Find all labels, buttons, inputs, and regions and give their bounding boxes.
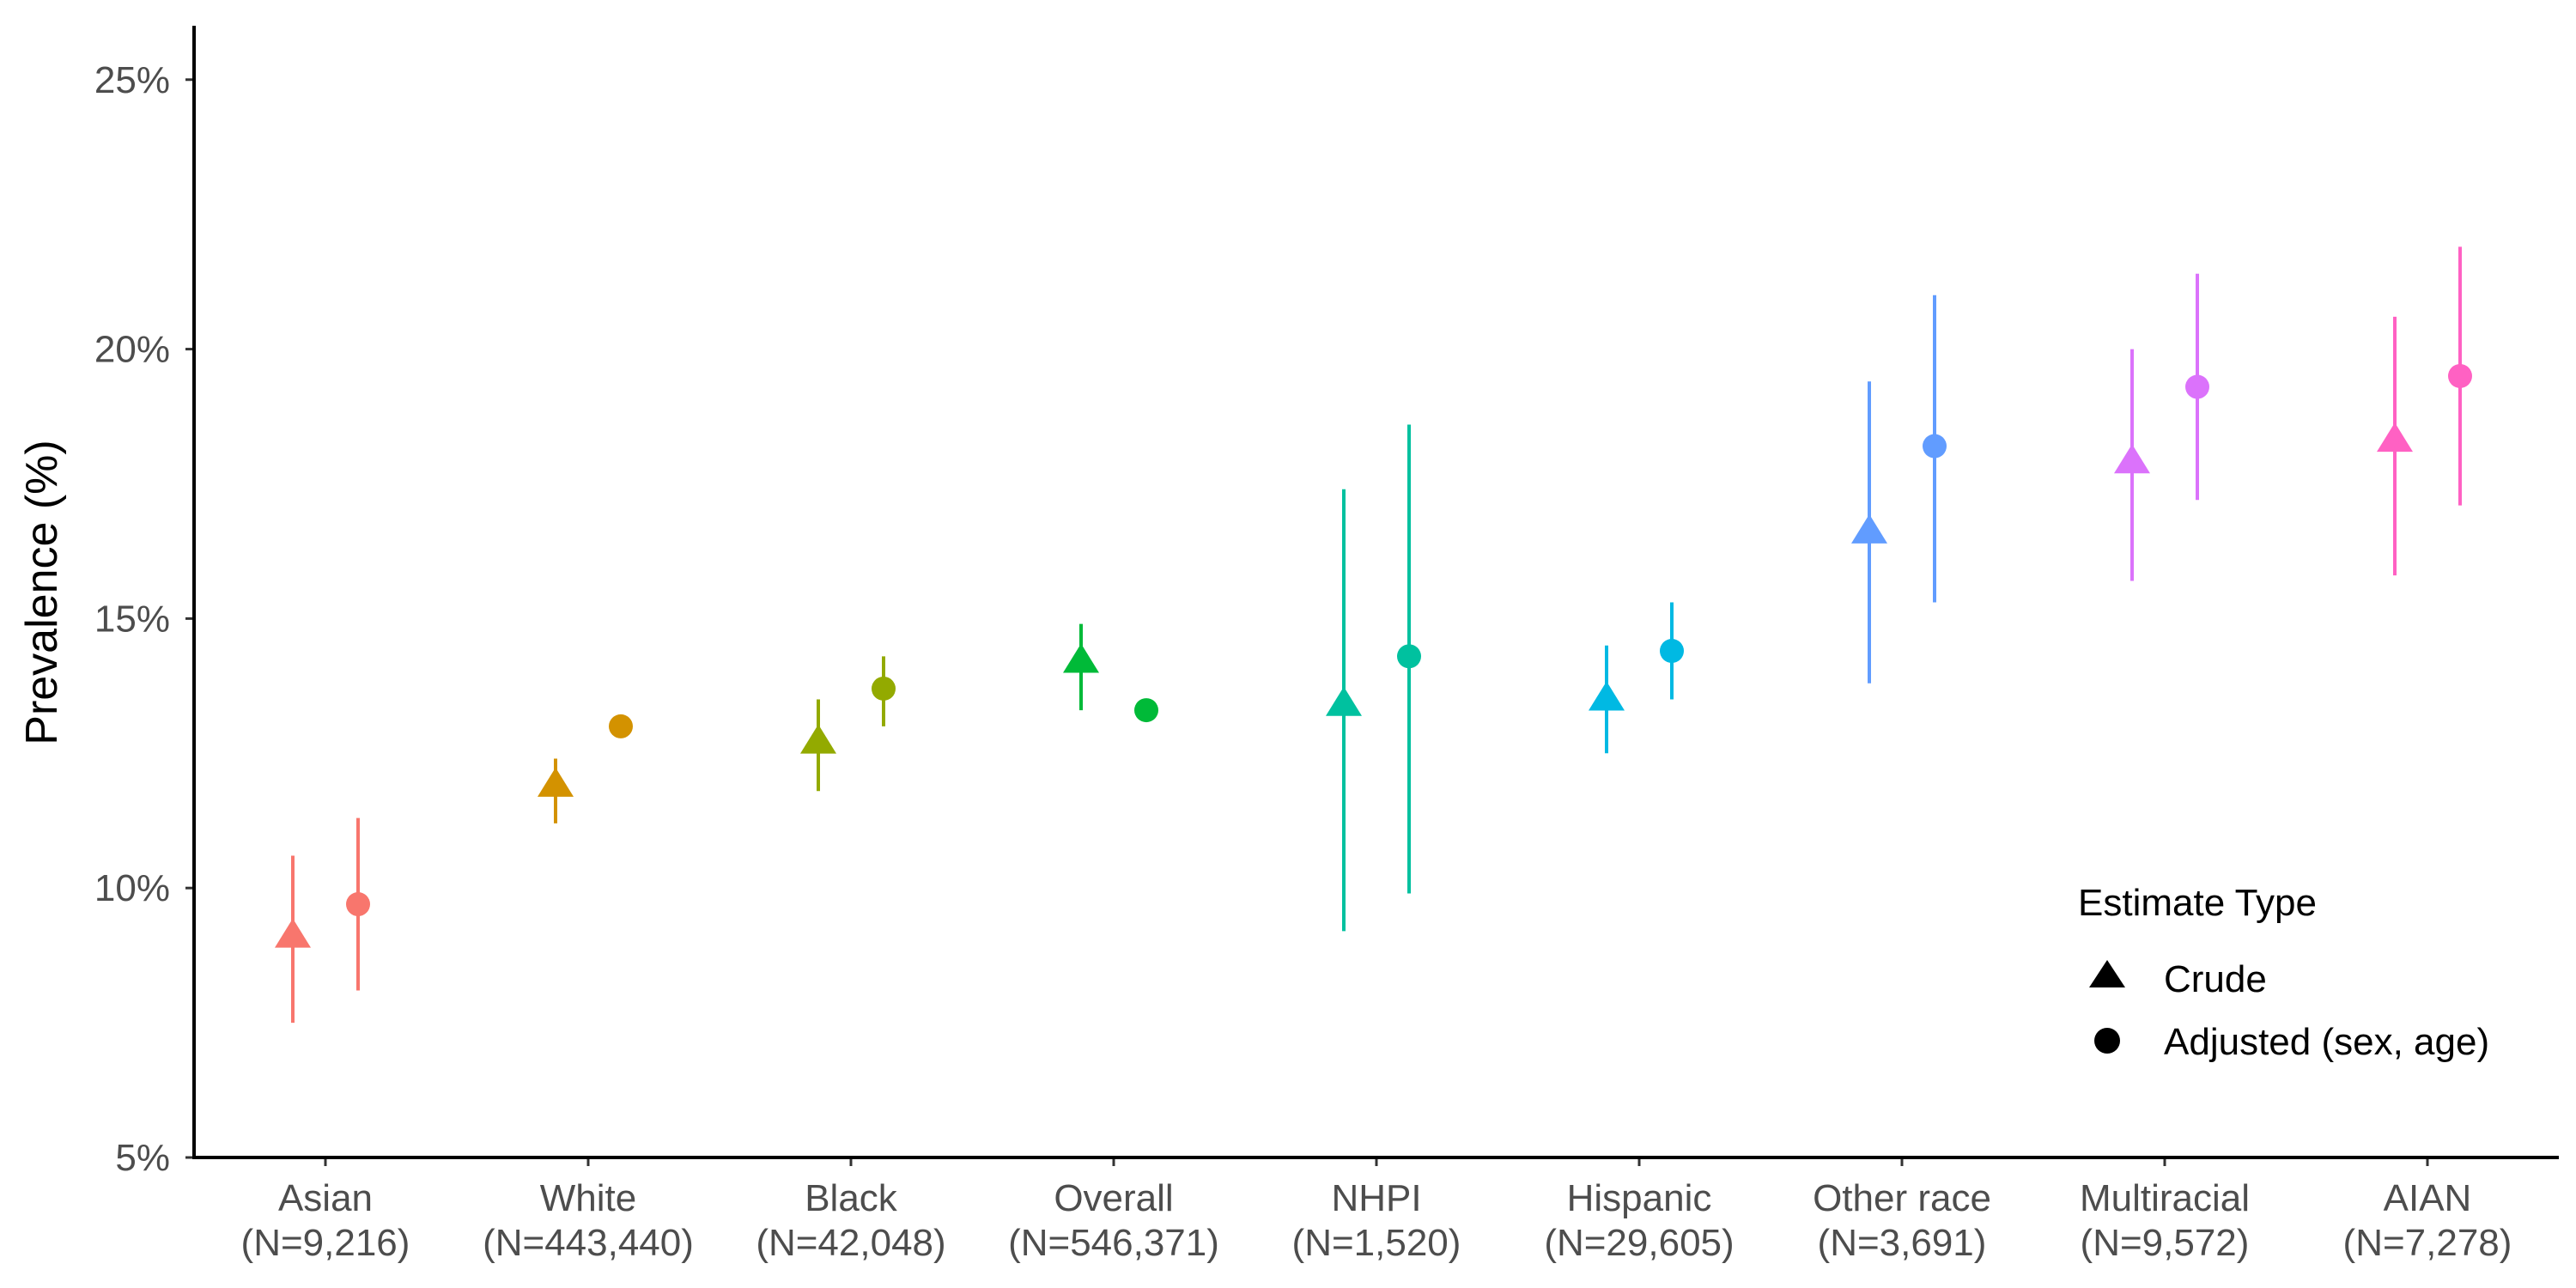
x-category-n-label: (N=3,691) (1818, 1222, 1987, 1264)
crude-point (1589, 681, 1625, 711)
legend-item-crude: Crude (2089, 958, 2267, 1000)
legend-triangle-icon (2089, 960, 2125, 987)
x-category-label: Overall (1054, 1177, 1173, 1219)
x-category-n-label: (N=9,216) (241, 1222, 410, 1264)
legend-circle-icon (2094, 1028, 2120, 1054)
crude-point (538, 767, 574, 797)
adjusted-point (1134, 698, 1158, 723)
y-tick-label: 10% (94, 867, 170, 909)
x-category-n-label: (N=9,572) (2081, 1222, 2250, 1264)
x-category-label: Other race (1813, 1177, 1991, 1219)
crude-point (1326, 686, 1362, 716)
x-category-label: AIAN (2384, 1177, 2472, 1219)
x-category-n-label: (N=1,520) (1292, 1222, 1461, 1264)
x-category-label: Asian (278, 1177, 373, 1219)
y-axis-ticks: 5% 10% 15% 20% 25% (94, 59, 194, 1179)
adjusted-point (872, 676, 896, 701)
legend-label-crude: Crude (2164, 958, 2267, 1000)
adjusted-point (1660, 639, 1684, 664)
adjusted-point (2185, 374, 2209, 399)
x-category-label: Multiracial (2080, 1177, 2250, 1219)
legend-title: Estimate Type (2078, 882, 2317, 924)
crude-point (1063, 643, 1099, 673)
adjusted-point (1397, 644, 1421, 669)
y-tick-label: 20% (94, 329, 170, 371)
x-category-label: White (540, 1177, 636, 1219)
adjusted-point (609, 714, 633, 738)
x-category-n-label: (N=29,605) (1544, 1222, 1734, 1264)
adjusted-point (1923, 434, 1947, 459)
x-axis-labels: Asian(N=9,216) White(N=443,440) Black(N=42… (241, 1157, 2512, 1264)
x-category-n-label: (N=443,440) (483, 1222, 694, 1264)
legend: Estimate Type Crude Adjusted (sex, age) (2078, 882, 2489, 1063)
crude-point (2377, 422, 2413, 453)
legend-label-adjusted: Adjusted (sex, age) (2164, 1021, 2489, 1063)
crude-point (2114, 444, 2150, 474)
x-category-n-label: (N=546,371) (1008, 1222, 1219, 1264)
adjusted-point (346, 892, 370, 917)
x-category-label: Hispanic (1567, 1177, 1712, 1219)
x-category-label: NHPI (1331, 1177, 1421, 1219)
y-tick-label: 15% (94, 598, 170, 640)
legend-item-adjusted: Adjusted (sex, age) (2094, 1021, 2489, 1063)
y-tick-label: 25% (94, 59, 170, 101)
x-category-label: Black (805, 1177, 898, 1219)
adjusted-point (2448, 363, 2472, 388)
plot-marks (275, 246, 2472, 1024)
y-tick-label: 5% (115, 1137, 170, 1179)
x-category-n-label: (N=42,048) (756, 1222, 945, 1264)
x-category-n-label: (N=7,278) (2343, 1222, 2512, 1264)
crude-point (800, 724, 836, 754)
crude-point (1851, 513, 1887, 544)
y-axis-title: Prevalence (%) (17, 440, 67, 744)
crude-point (275, 918, 311, 948)
